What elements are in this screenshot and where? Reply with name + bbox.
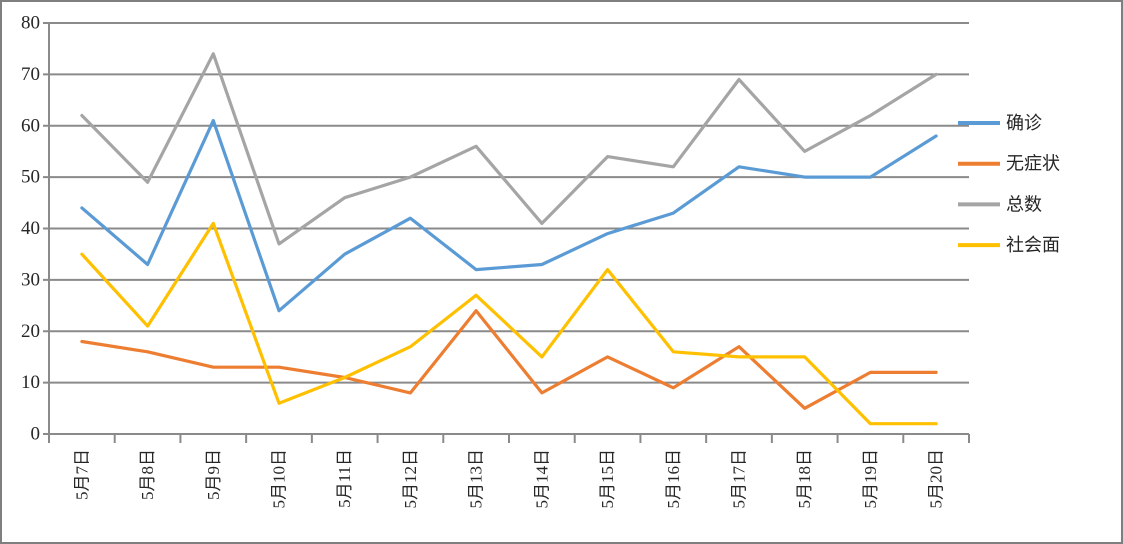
series-line-总数[interactable] — [80, 52, 938, 246]
x-axis-label: 5月20日 — [927, 449, 946, 509]
x-axis-label: 5月17日 — [730, 449, 749, 509]
legend-label: 总数 — [1006, 194, 1042, 214]
legend-label: 社会面 — [1006, 235, 1060, 255]
legend-entry-社会面[interactable]: 社会面 — [958, 235, 1060, 255]
legend-label: 确诊 — [1006, 113, 1042, 133]
series-line-确诊[interactable] — [80, 118, 938, 313]
y-axis-label: 60 — [21, 115, 40, 136]
x-axis-label: 5月19日 — [861, 449, 880, 509]
y-axis-labels: 0 10 20 30 40 50 60 70 80 — [21, 13, 40, 445]
x-axis-label: 5月16日 — [664, 449, 683, 509]
legend-entry-无症状[interactable]: 无症状 — [958, 154, 1060, 174]
x-axis-label: 5月8日 — [138, 449, 157, 500]
legend-label: 无症状 — [1006, 154, 1060, 174]
x-axis-label: 5月7日 — [72, 449, 91, 500]
y-axis-label: 0 — [31, 424, 41, 445]
x-axis-ticks — [48, 434, 970, 443]
y-axis-label: 70 — [21, 64, 40, 85]
series-line-无症状[interactable] — [80, 309, 938, 410]
x-axis-label: 5月14日 — [532, 449, 551, 509]
y-axis-label: 50 — [21, 167, 40, 188]
x-axis-label: 5月12日 — [401, 449, 420, 509]
x-axis-label: 5月18日 — [795, 449, 814, 509]
x-axis-label: 5月15日 — [598, 449, 617, 509]
legend-entry-确诊[interactable]: 确诊 — [958, 113, 1042, 133]
legend-entry-总数[interactable]: 总数 — [958, 194, 1042, 214]
x-axis-labels: 5月7日 5月8日 5月9日 5月10日 5月11日 5月12日 5月13日 5月14日 5月1… — [72, 449, 945, 509]
y-axis-label: 80 — [21, 13, 40, 34]
x-axis-label: 5月9日 — [204, 449, 223, 500]
y-axis-label: 10 — [21, 372, 40, 393]
y-axis-label: 30 — [21, 269, 40, 290]
x-axis-label: 5月10日 — [270, 449, 289, 509]
series-line-社会面[interactable] — [80, 221, 938, 426]
gridlines — [43, 22, 969, 435]
y-axis-label: 20 — [21, 321, 40, 342]
y-axis-label: 40 — [21, 218, 40, 239]
x-axis-label: 5月11日 — [335, 449, 354, 508]
x-axis-label: 5月13日 — [467, 449, 486, 509]
